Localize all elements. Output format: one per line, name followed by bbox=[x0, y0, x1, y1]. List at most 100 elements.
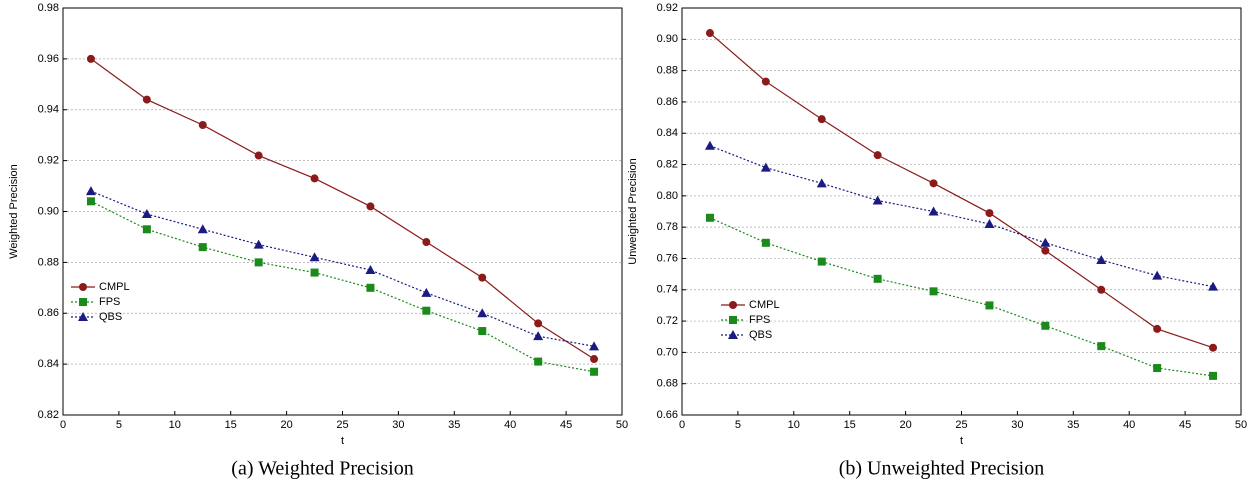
marker bbox=[86, 54, 95, 63]
y-tick-label: 0.90 bbox=[657, 33, 678, 45]
y-tick-label: 0.82 bbox=[38, 409, 59, 421]
x-tick-label: 30 bbox=[392, 419, 404, 431]
marker bbox=[1153, 364, 1162, 373]
y-tick-label: 0.88 bbox=[657, 65, 678, 77]
y-tick-label: 0.70 bbox=[657, 346, 678, 358]
x-axis-label: t bbox=[960, 435, 963, 447]
chart: 0.82 0.84 0.86 0.88 0.90 0.92 0.94 0.96 0.98 0 5 10… bbox=[8, 2, 628, 480]
marker bbox=[872, 195, 883, 205]
y-tick-label: 0.86 bbox=[657, 96, 678, 108]
marker bbox=[85, 186, 96, 196]
marker bbox=[422, 306, 431, 315]
marker bbox=[1096, 255, 1107, 265]
legend-marker bbox=[728, 330, 738, 339]
marker bbox=[142, 225, 151, 234]
marker bbox=[590, 367, 599, 376]
marker bbox=[1041, 321, 1050, 330]
series-line bbox=[709, 32, 1214, 349]
marker bbox=[760, 162, 771, 172]
legend-marker bbox=[79, 298, 87, 306]
y-tick-label: 0.82 bbox=[657, 158, 678, 170]
marker bbox=[366, 283, 375, 292]
marker bbox=[534, 357, 543, 366]
marker bbox=[254, 151, 263, 160]
marker bbox=[705, 29, 714, 38]
legend-label: CMPL bbox=[749, 299, 780, 311]
marker bbox=[1152, 270, 1163, 280]
marker bbox=[704, 140, 715, 150]
marker bbox=[310, 174, 319, 183]
marker bbox=[1209, 343, 1218, 352]
caption: (b) Unweighted Precision bbox=[839, 458, 1045, 480]
marker bbox=[761, 238, 770, 247]
marker bbox=[761, 77, 770, 86]
marker bbox=[816, 178, 827, 188]
legend-marker bbox=[79, 283, 87, 291]
chart: 0.66 0.68 0.70 0.72 0.74 0.76 0.78 0.80 0.82 0.84… bbox=[627, 2, 1247, 480]
x-tick-label: 15 bbox=[844, 419, 856, 431]
y-tick-label: 0.96 bbox=[38, 53, 59, 65]
marker bbox=[422, 238, 431, 247]
marker bbox=[1040, 237, 1051, 247]
x-tick-label: 45 bbox=[1179, 419, 1191, 431]
x-tick-label: 0 bbox=[60, 419, 66, 431]
x-tick-label: 30 bbox=[1011, 419, 1023, 431]
x-tick-label: 15 bbox=[225, 419, 237, 431]
marker bbox=[534, 319, 543, 328]
marker bbox=[478, 273, 487, 282]
marker bbox=[984, 219, 995, 229]
legend-marker bbox=[729, 316, 737, 324]
y-tick-label: 0.74 bbox=[657, 284, 678, 296]
y-axis-label: Weighted Precision bbox=[8, 164, 20, 259]
x-tick-label: 5 bbox=[735, 419, 741, 431]
x-tick-label: 20 bbox=[280, 419, 292, 431]
marker bbox=[1208, 281, 1219, 291]
marker bbox=[477, 308, 488, 318]
marker bbox=[310, 268, 319, 277]
marker bbox=[478, 327, 487, 336]
y-axis-label: Unweighted Precision bbox=[627, 158, 639, 264]
legend-marker bbox=[729, 301, 737, 309]
marker bbox=[985, 301, 994, 310]
marker bbox=[141, 209, 152, 219]
marker bbox=[142, 95, 151, 104]
marker bbox=[705, 213, 714, 222]
x-tick-label: 40 bbox=[504, 419, 516, 431]
marker bbox=[254, 258, 263, 267]
y-tick-label: 0.78 bbox=[657, 221, 678, 233]
x-tick-label: 50 bbox=[1235, 419, 1247, 431]
y-tick-label: 0.76 bbox=[657, 252, 678, 264]
x-tick-label: 20 bbox=[899, 419, 911, 431]
series-line bbox=[709, 145, 1214, 288]
marker bbox=[589, 341, 600, 351]
marker bbox=[421, 287, 432, 297]
plot-frame bbox=[681, 7, 1242, 416]
marker bbox=[1209, 371, 1218, 380]
marker bbox=[929, 179, 938, 188]
y-tick-label: 0.80 bbox=[657, 190, 678, 202]
marker bbox=[197, 224, 208, 234]
marker bbox=[86, 197, 95, 206]
marker bbox=[873, 151, 882, 160]
y-tick-label: 0.84 bbox=[657, 127, 678, 139]
marker bbox=[1097, 342, 1106, 351]
marker bbox=[817, 257, 826, 266]
marker bbox=[590, 355, 599, 364]
marker bbox=[253, 239, 264, 249]
x-axis-label: t bbox=[341, 435, 344, 447]
y-tick-label: 0.72 bbox=[657, 315, 678, 327]
y-tick-label: 0.66 bbox=[657, 409, 678, 421]
x-tick-label: 10 bbox=[169, 419, 181, 431]
marker bbox=[817, 115, 826, 124]
marker bbox=[533, 331, 544, 341]
marker bbox=[365, 265, 376, 275]
legend-label: QBS bbox=[749, 329, 772, 341]
x-tick-label: 25 bbox=[955, 419, 967, 431]
y-tick-label: 0.90 bbox=[38, 205, 59, 217]
y-tick-label: 0.68 bbox=[657, 378, 678, 390]
y-tick-label: 0.92 bbox=[657, 2, 678, 14]
y-tick-label: 0.98 bbox=[38, 2, 59, 14]
y-tick-label: 0.94 bbox=[38, 104, 59, 116]
x-tick-label: 35 bbox=[1067, 419, 1079, 431]
